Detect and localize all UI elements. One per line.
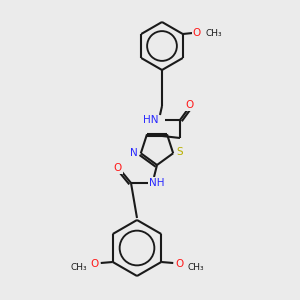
Text: O: O bbox=[91, 259, 99, 269]
Text: N: N bbox=[130, 148, 138, 158]
Text: NH: NH bbox=[149, 178, 165, 188]
Text: O: O bbox=[193, 28, 201, 38]
Text: CH₃: CH₃ bbox=[206, 28, 222, 38]
Text: O: O bbox=[175, 259, 183, 269]
Text: S: S bbox=[177, 147, 184, 157]
Text: O: O bbox=[114, 163, 122, 173]
Text: CH₃: CH₃ bbox=[70, 263, 87, 272]
Text: CH₃: CH₃ bbox=[187, 263, 204, 272]
Text: HN: HN bbox=[142, 115, 158, 125]
Text: O: O bbox=[186, 100, 194, 110]
